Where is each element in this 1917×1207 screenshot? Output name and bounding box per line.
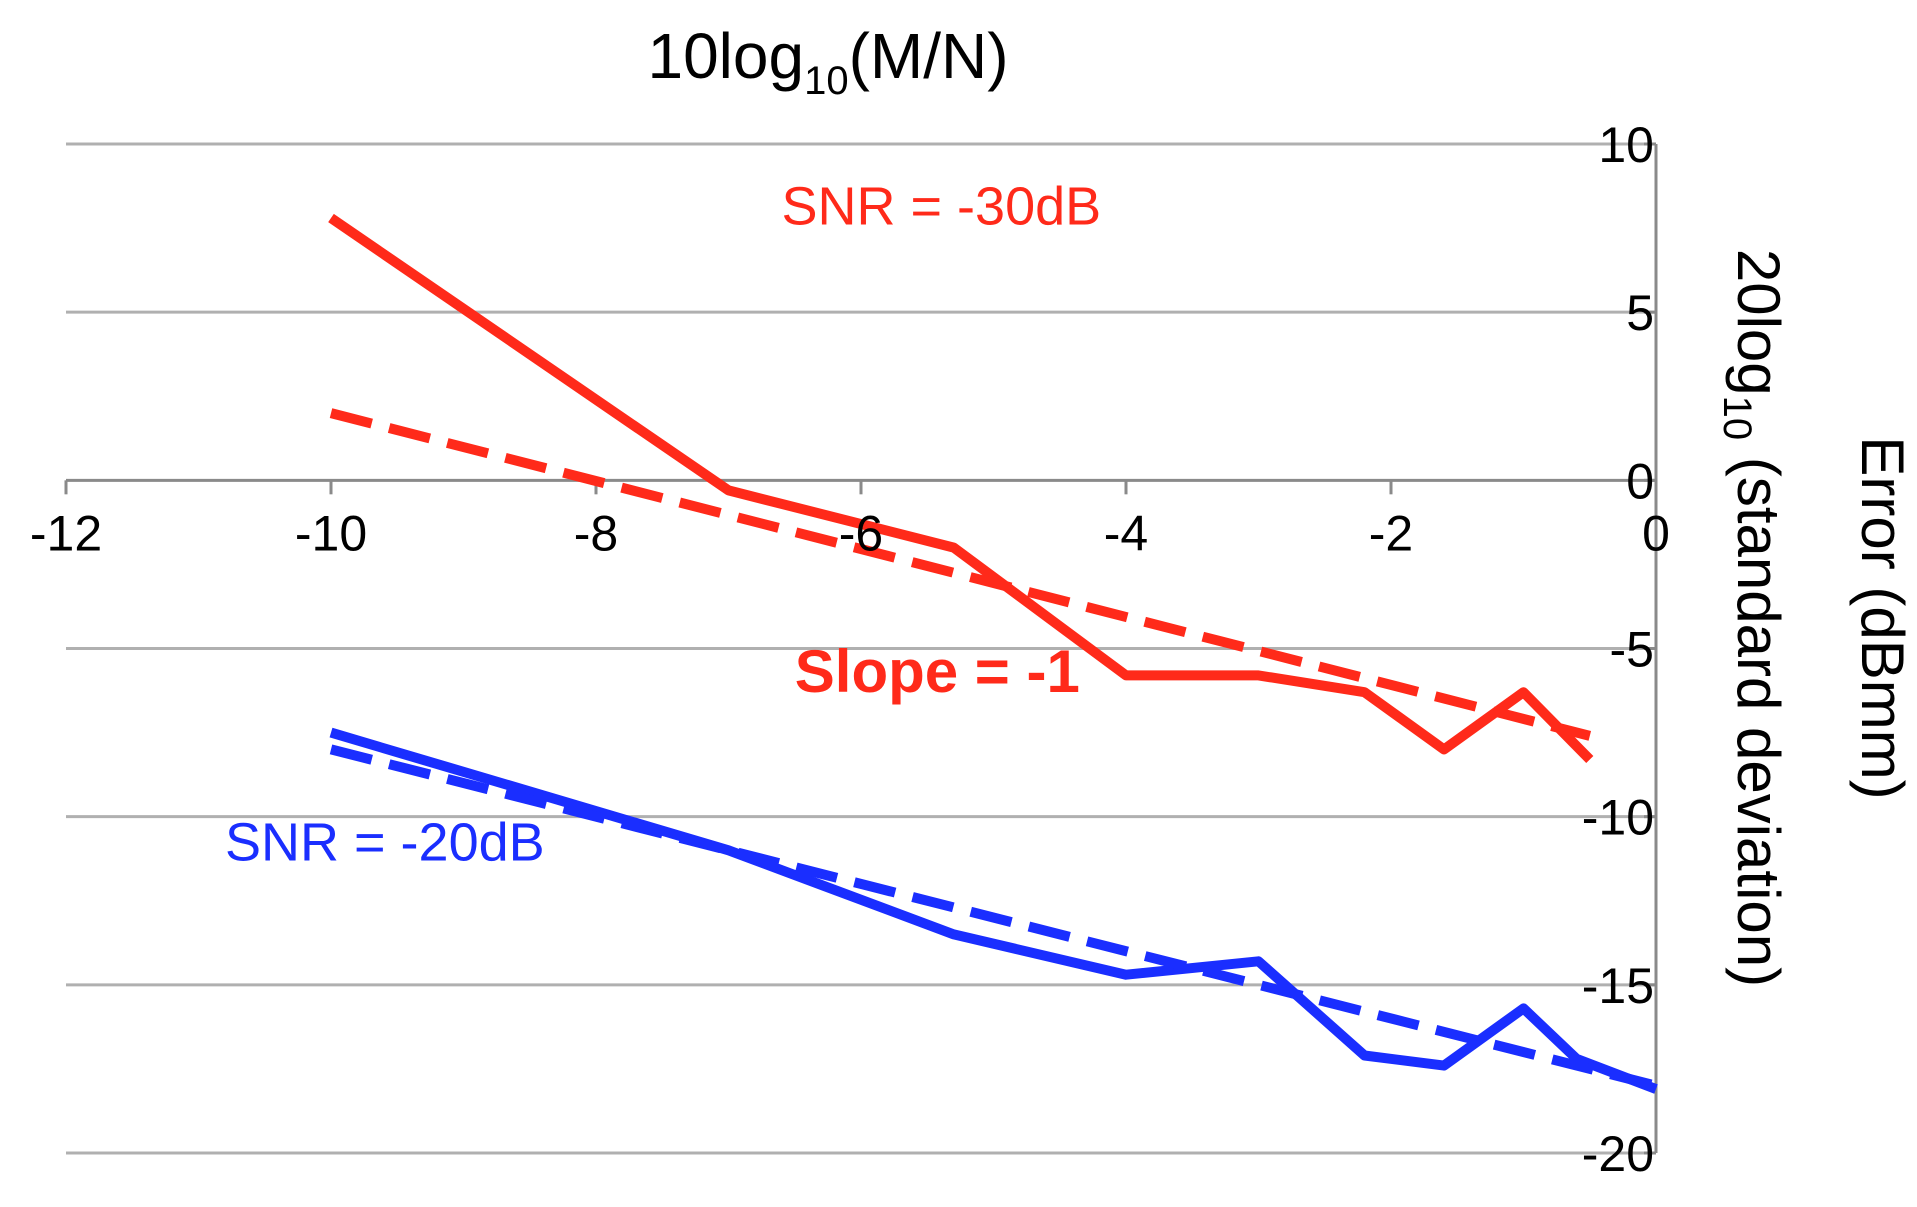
series-line-2 xyxy=(329,727,1658,1094)
y-tick-label: 5 xyxy=(1626,285,1654,341)
x-tick-label: -8 xyxy=(574,505,618,561)
ylabel-inner-main: 20log xyxy=(1725,249,1792,396)
y-tick-label: 10 xyxy=(1598,117,1654,173)
chart-title: 10log10(M/N) xyxy=(647,20,1008,103)
y-axis-label-outer: Error (dBmm) xyxy=(1849,436,1916,799)
x-tick-label: -2 xyxy=(1369,505,1413,561)
title-main: 10log xyxy=(647,20,804,92)
x-tick-label: -6 xyxy=(839,505,883,561)
y-axis-label-inner: 20log10 (standard deviation) xyxy=(1715,249,1792,987)
series-line-3 xyxy=(329,744,1658,1091)
ylabel-inner-subscript: 10 xyxy=(1715,396,1759,441)
title-subscript: 10 xyxy=(804,59,849,103)
y-tick-label: -10 xyxy=(1582,790,1654,846)
annotation-1: Slope = -1 xyxy=(795,638,1080,705)
x-tick-label: -10 xyxy=(295,505,367,561)
y-tick-label: -20 xyxy=(1582,1126,1654,1182)
x-tick-label: 0 xyxy=(1642,505,1670,561)
y-tick-label: 0 xyxy=(1626,453,1654,509)
series-line-1 xyxy=(329,408,1592,741)
y-tick-label: -5 xyxy=(1610,622,1654,678)
plot-series xyxy=(328,213,1658,1094)
annotations: SNR = -30dB Slope = -1 SNR = -20dB xyxy=(225,177,1101,873)
x-tick-label: -12 xyxy=(30,505,102,561)
annotation-0: SNR = -30dB xyxy=(782,177,1102,237)
annotation-2: SNR = -20dB xyxy=(225,812,545,872)
ylabel-inner-tail: (standard deviation) xyxy=(1725,440,1792,987)
y-tick-label: -15 xyxy=(1582,958,1654,1014)
x-tick-label: -4 xyxy=(1104,505,1148,561)
title-tail: (M/N) xyxy=(849,20,1009,92)
